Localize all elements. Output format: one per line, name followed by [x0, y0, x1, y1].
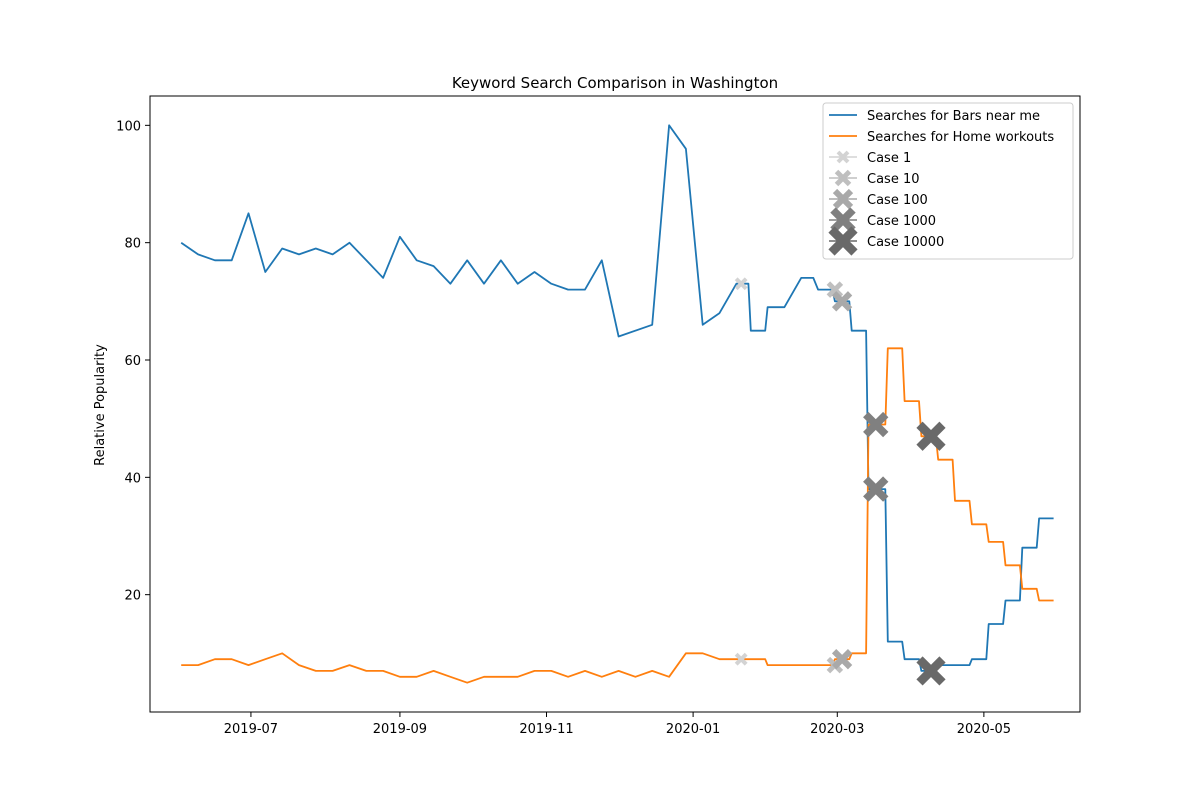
x-tick-label: 2019-09	[373, 722, 427, 737]
case-marker-7	[863, 476, 889, 502]
legend-swatch-case-marker-0	[836, 150, 850, 164]
legend-label-series-1: Searches for Home workouts	[867, 130, 1054, 145]
legend-label-case-2: Case 100	[867, 193, 928, 208]
legend-swatch-case-marker-4	[828, 226, 858, 256]
case-marker-6	[863, 411, 889, 438]
x-tick-label: 2020-03	[810, 722, 864, 737]
x-tick-label: 2019-07	[224, 722, 278, 737]
legend-swatch-case-marker-1	[834, 169, 852, 187]
y-tick-label: 40	[124, 471, 141, 486]
plot-frame	[149, 95, 1081, 713]
legend-label-case-1: Case 10	[867, 172, 920, 187]
case-marker-2	[826, 281, 844, 298]
y-tick-label: 20	[124, 589, 141, 604]
plot-lines	[180, 124, 1054, 684]
series-line-0	[180, 124, 1054, 672]
y-tick-label: 100	[116, 119, 141, 134]
case-marker-5	[831, 649, 853, 670]
y-axis-label: Relative Popularity	[93, 344, 108, 466]
axes: 2019-07 2019-09 2019-11 2020-01 2020-03 2020-…	[116, 95, 1081, 737]
legend-swatch-case-marker-2	[832, 188, 854, 210]
case-marker-8	[916, 421, 946, 451]
legend: Searches for Bars near me Searches for Ho…	[822, 102, 1074, 260]
x-tick-label: 2019-11	[519, 722, 573, 737]
case-marker-4	[831, 291, 853, 312]
legend-box	[822, 102, 1074, 260]
legend-label-case-0: Case 1	[867, 151, 911, 166]
x-tick-label: 2020-01	[666, 722, 720, 737]
case-marker-9	[916, 656, 946, 686]
x-tick-label: 2020-05	[957, 722, 1011, 737]
case-marker-0	[734, 277, 748, 291]
y-tick-label: 60	[124, 354, 141, 369]
case-marker-1	[734, 652, 748, 666]
legend-label-case-3: Case 1000	[867, 214, 936, 229]
legend-swatch-case-marker-3	[830, 207, 856, 233]
chart-title: Keyword Search Comparison in Washington	[452, 74, 778, 92]
y-tick-label: 80	[124, 237, 141, 252]
series-line-1	[181, 347, 1054, 684]
case-markers	[734, 277, 946, 686]
legend-label-case-4: Case 10000	[867, 235, 944, 250]
legend-label-series-0: Searches for Bars near me	[867, 109, 1040, 124]
